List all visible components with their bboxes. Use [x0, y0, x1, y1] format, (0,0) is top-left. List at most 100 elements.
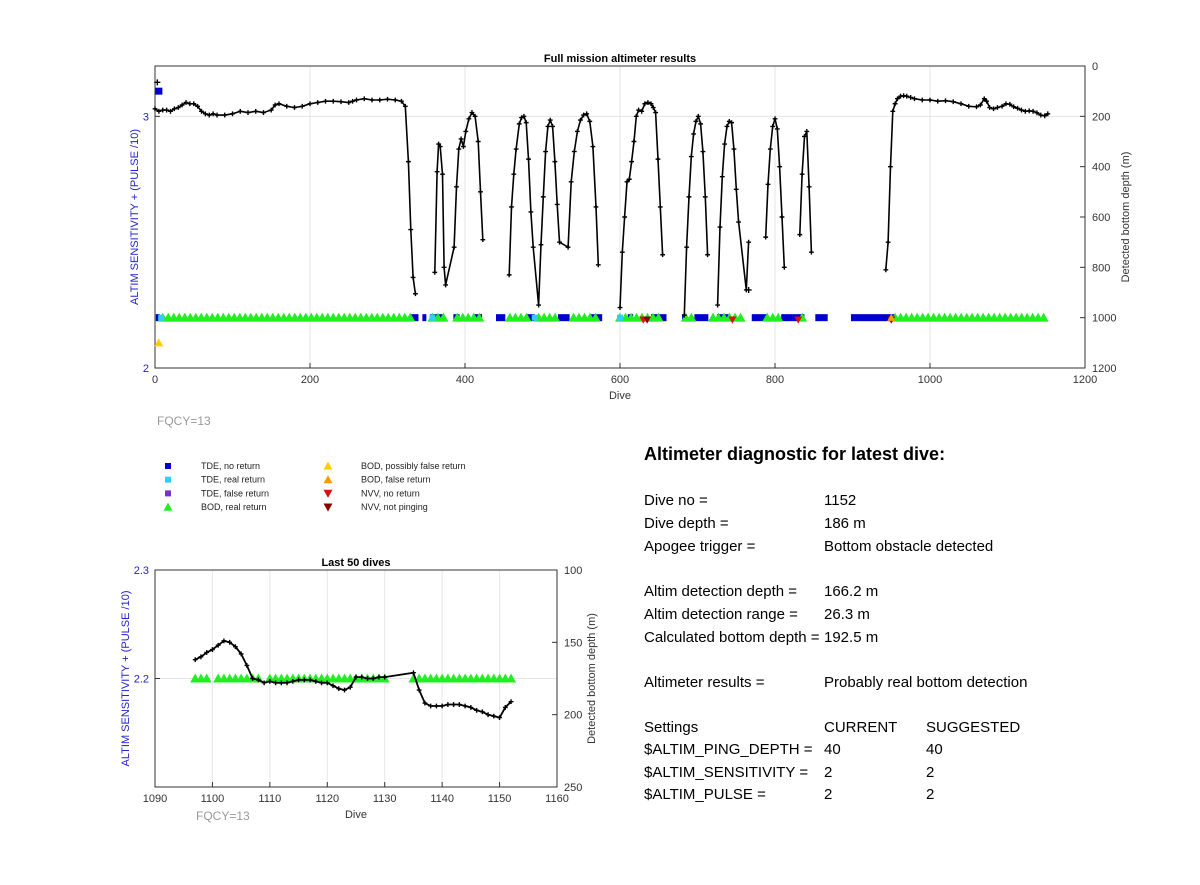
depth-point — [369, 97, 375, 103]
legend-square-icon — [165, 463, 171, 469]
x-tick-label: 1130 — [373, 793, 397, 805]
tde-real-return-marker — [617, 314, 623, 321]
depth-point — [981, 96, 987, 102]
bod-real-return-marker — [506, 673, 517, 683]
depth-point — [350, 98, 356, 104]
depth-point — [645, 100, 651, 105]
depth-point — [809, 249, 814, 255]
legend-triangle-up-icon — [323, 475, 333, 484]
settings-label: Settings — [644, 719, 699, 736]
depth-series-line — [194, 639, 512, 719]
depth-point — [346, 100, 352, 105]
bod-real-return-marker — [201, 673, 212, 683]
depth-point — [445, 702, 451, 707]
depth-point — [206, 112, 212, 118]
altimeter-results-value: Probably real bottom detection — [824, 674, 1028, 691]
depth-point — [210, 647, 215, 652]
depth-point — [587, 118, 593, 124]
depth-point — [1038, 112, 1044, 118]
depth-point — [724, 124, 730, 129]
x-tick-label: 1120 — [315, 793, 339, 805]
depth-point — [984, 98, 989, 104]
depth-point — [323, 98, 328, 104]
depth-point — [557, 239, 562, 245]
depth-point — [581, 112, 586, 118]
nvv-no-return-marker — [728, 316, 737, 324]
x-tick-label: 1110 — [258, 793, 281, 805]
diagnostic-title: Altimeter diagnostic for latest dive: — [644, 444, 946, 464]
depth-point — [230, 111, 235, 117]
depth-point — [779, 214, 785, 220]
depth-point — [307, 677, 313, 683]
depth-point — [660, 252, 666, 258]
bod-possibly-false-marker — [154, 338, 164, 347]
depth-point — [511, 171, 517, 177]
depth-point — [722, 141, 728, 147]
pulse-suggested: 2 — [926, 786, 935, 803]
bod-real-return-marker — [474, 312, 485, 322]
x-tick-label: 200 — [301, 374, 319, 386]
tde-real-return-marker — [429, 314, 436, 321]
depth-point — [192, 657, 198, 663]
depth-point — [691, 131, 697, 137]
depth-point — [330, 683, 336, 689]
depth-point — [382, 674, 388, 680]
depth-point — [399, 98, 404, 104]
depth-point — [233, 644, 238, 650]
depth-point — [385, 96, 390, 102]
depth-point — [451, 244, 457, 250]
bod-real-return-marker — [405, 312, 416, 322]
fqcy-label: FQCY=13 — [157, 414, 211, 428]
y-right-tick-label: 600 — [1092, 212, 1110, 224]
depth-point — [237, 108, 243, 114]
depth-point — [995, 105, 1000, 110]
depth-point — [342, 687, 347, 693]
depth-point — [347, 684, 353, 690]
legend-label: BOD, possibly false return — [361, 461, 466, 471]
depth-point — [540, 194, 546, 200]
depth-point — [156, 108, 162, 114]
tde-real-return-marker — [158, 314, 165, 321]
depth-point — [552, 159, 558, 165]
chart-title: Last 50 dives — [321, 557, 390, 569]
legend-item: BOD, possibly false return — [323, 461, 466, 471]
bod-real-return-marker — [521, 312, 532, 322]
y-right-tick-label: 1000 — [1092, 313, 1116, 325]
chart-legend: TDE, no return TDE, real return TDE, false… — [163, 461, 466, 512]
depth-point — [731, 146, 737, 152]
tde-no-return-marker — [815, 314, 828, 322]
depth-point — [214, 112, 220, 118]
legend-item: BOD, false return — [323, 475, 431, 485]
depth-point — [152, 106, 158, 112]
y-left-axis-label: ALTIM SENSITIVITY + (PULSE /10) — [120, 591, 132, 767]
legend-label: BOD, false return — [361, 475, 431, 485]
depth-point — [521, 113, 527, 119]
depth-point — [554, 202, 560, 207]
legend-item: TDE, no return — [165, 461, 260, 471]
depth-point — [154, 79, 161, 86]
depth-point — [210, 111, 216, 117]
tde-no-return-marker — [422, 314, 427, 322]
legend-label: TDE, false return — [201, 488, 269, 498]
y-right-axis-label: Detected bottom depth (m) — [586, 613, 598, 744]
y-right-tick-label: 0 — [1092, 61, 1098, 73]
ping-depth-current: 40 — [824, 741, 841, 758]
depth-point — [700, 149, 706, 154]
legend-item: TDE, real return — [165, 475, 265, 485]
suggested-header: SUGGESTED — [926, 719, 1021, 736]
depth-point — [191, 101, 197, 107]
depth-point — [890, 108, 896, 114]
depth-point — [440, 171, 445, 177]
legend-triangle-up-icon — [163, 502, 173, 511]
depth-point — [593, 204, 599, 210]
depth-point — [693, 118, 699, 124]
depth-point — [462, 703, 468, 709]
x-axis-label: Dive — [609, 390, 631, 402]
y-right-tick-label: 200 — [1092, 111, 1110, 123]
bod-real-return-marker — [1038, 312, 1049, 322]
depth-point — [370, 676, 376, 681]
legend-item: NVV, not pinging — [323, 502, 428, 512]
depth-point — [456, 702, 462, 707]
depth-point — [416, 687, 422, 693]
depth-point — [590, 144, 596, 149]
